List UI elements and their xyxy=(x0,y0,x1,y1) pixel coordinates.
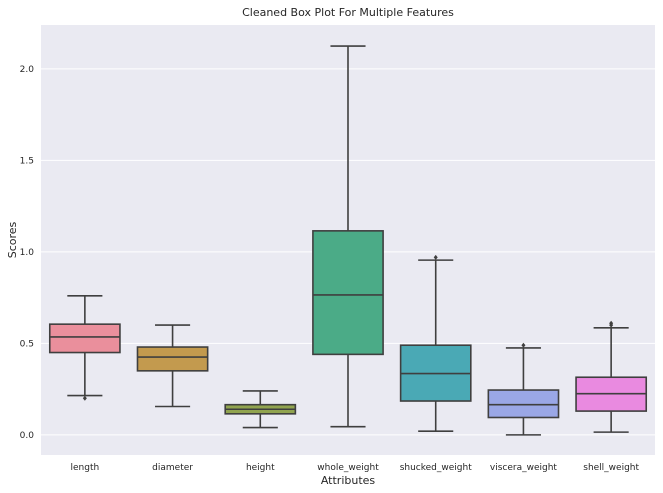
y-tick-label: 2.0 xyxy=(20,65,35,75)
box-length xyxy=(48,295,121,401)
x-tick-label: whole_weight xyxy=(317,463,379,473)
y-axis-label: Scores xyxy=(6,221,19,258)
box-iqr xyxy=(136,346,209,372)
flier-point xyxy=(609,320,614,326)
flier-point xyxy=(433,254,438,260)
y-tick-label: 0.5 xyxy=(20,339,34,349)
box-shell-weight xyxy=(575,320,648,433)
y-tick-label: 1.0 xyxy=(20,248,35,258)
x-tick-label: height xyxy=(246,463,275,473)
flier-point xyxy=(521,342,526,348)
x-tick-label: shell_weight xyxy=(583,463,639,473)
chart-title: Cleaned Box Plot For Multiple Features xyxy=(242,6,454,19)
x-tick-label: shucked_weight xyxy=(400,463,473,473)
x-tick-label: length xyxy=(71,463,100,473)
box-viscera-weight xyxy=(487,342,560,436)
y-tick-label: 1.5 xyxy=(20,156,34,166)
flier-point xyxy=(82,395,87,401)
box-shucked-weight xyxy=(399,254,472,433)
y-tick-label: 0.0 xyxy=(20,431,35,441)
y-axis: 0.0 0.5 1.0 1.5 2.0 xyxy=(20,65,35,441)
boxes xyxy=(48,45,648,436)
box-iqr xyxy=(48,323,121,354)
x-axis: length diameter height whole_weight shucked_… xyxy=(71,463,640,473)
x-tick-label: diameter xyxy=(152,463,193,473)
box-height xyxy=(224,390,297,429)
box-diameter xyxy=(136,324,209,408)
box-whole-weight xyxy=(312,45,384,428)
box-iqr xyxy=(312,230,384,356)
box-iqr xyxy=(487,389,560,419)
x-axis-label: Attributes xyxy=(321,474,376,487)
x-tick-label: viscera_weight xyxy=(490,463,558,473)
